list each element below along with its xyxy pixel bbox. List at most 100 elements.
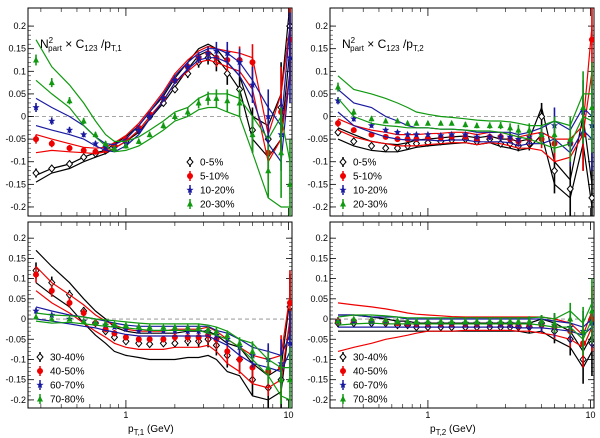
y-tick-label: -0.05 xyxy=(307,134,328,144)
data-point xyxy=(33,313,40,320)
data-point xyxy=(33,136,40,143)
legend-label: 0-5% xyxy=(200,158,223,169)
data-point xyxy=(187,200,193,207)
data-point xyxy=(135,137,142,144)
y-tick-label: 0.2 xyxy=(315,21,328,31)
data-point xyxy=(135,327,143,335)
data-layer xyxy=(32,249,292,408)
data-point xyxy=(91,139,100,147)
title-part: N xyxy=(40,37,49,51)
data-point xyxy=(350,127,357,134)
data-point xyxy=(551,319,558,326)
data-point xyxy=(66,299,73,306)
data-point xyxy=(122,142,129,149)
data-point xyxy=(286,339,292,347)
y-tick-label: 0.2 xyxy=(13,233,26,243)
title-part: T,2 xyxy=(413,44,424,53)
band-upper-line xyxy=(35,249,291,377)
band-lower-line xyxy=(35,57,291,164)
data-point xyxy=(122,325,130,333)
data-point xyxy=(550,166,559,176)
data-point xyxy=(437,119,444,126)
data-point xyxy=(159,94,168,102)
y-tick-label: 0 xyxy=(21,112,26,122)
data-point xyxy=(195,99,202,106)
data-point xyxy=(588,103,594,110)
y-tick-label: 0 xyxy=(323,112,328,122)
data-point xyxy=(184,62,192,70)
legend-label: 10-20% xyxy=(200,186,235,197)
y-tick-label: -0.15 xyxy=(5,179,26,189)
data-point xyxy=(413,119,420,126)
data-point xyxy=(48,315,55,322)
data-point xyxy=(367,121,376,129)
data-point xyxy=(159,98,168,108)
data-point xyxy=(286,53,292,61)
data-point xyxy=(437,131,445,139)
y-tick-label: -0.2 xyxy=(312,395,328,405)
panel-top-left: 0.2 0.15 0.1 0.05 0 -0.05 -0.1 -0.15 -0.2 xyxy=(5,7,293,217)
data-point xyxy=(224,331,231,338)
legend-label: 60-70% xyxy=(50,381,85,392)
y-tick-label: -0.1 xyxy=(10,157,26,167)
title-part: × C xyxy=(62,37,85,51)
data-point xyxy=(286,180,292,187)
title-part: × C xyxy=(364,37,387,51)
data-point xyxy=(413,317,420,324)
y-tick-label: -0.15 xyxy=(307,179,328,189)
data-layer xyxy=(334,278,594,384)
data-point xyxy=(80,317,87,324)
data-point xyxy=(567,315,574,322)
data-point xyxy=(567,135,574,142)
band-lower-line xyxy=(337,318,593,341)
data-point xyxy=(497,133,505,140)
data-point xyxy=(497,317,504,324)
x-tick-label: 1 xyxy=(425,410,430,420)
data-point xyxy=(265,364,272,371)
data-point xyxy=(339,352,347,362)
data-point xyxy=(36,381,44,389)
y-tick-label: 0.05 xyxy=(310,294,328,304)
x-axis-title: pT,1 (GeV) xyxy=(128,424,174,437)
data-point xyxy=(350,137,358,146)
data-point xyxy=(171,323,178,330)
data-point xyxy=(101,143,110,151)
legend-label: 30-40% xyxy=(353,353,388,364)
data-point xyxy=(382,117,389,124)
data-point xyxy=(160,336,167,343)
data-point xyxy=(394,117,401,124)
data-layer xyxy=(334,8,594,216)
data-point xyxy=(236,99,243,106)
data-point xyxy=(66,315,73,322)
title-part: part xyxy=(48,44,63,53)
data-point xyxy=(146,131,153,138)
data-point xyxy=(473,122,480,129)
data-point xyxy=(224,348,231,355)
data-point xyxy=(195,53,203,61)
data-point xyxy=(184,323,191,330)
data-point xyxy=(335,317,342,324)
y-tick-label: 0.15 xyxy=(310,253,328,263)
data-point xyxy=(424,130,432,138)
data-point xyxy=(404,136,411,143)
x-title-p: p xyxy=(128,424,134,435)
panel-top-right: 0.2 0.15 0.1 0.05 0 -0.05 -0.1 -0.15 -0.2 xyxy=(307,7,595,217)
x-tick-label: 10 xyxy=(586,410,596,420)
data-point xyxy=(213,327,220,334)
band-upper-line xyxy=(35,26,291,149)
data-point xyxy=(340,395,346,402)
data-point xyxy=(412,130,421,138)
band-upper-line xyxy=(35,39,291,162)
data-point xyxy=(448,119,455,126)
title-part: 2 xyxy=(49,36,54,45)
data-point xyxy=(448,317,455,324)
data-point xyxy=(367,318,376,326)
data-point xyxy=(486,122,493,129)
x-axis-title: pT,2 (GeV) xyxy=(430,424,476,437)
legend-label: 10-20% xyxy=(353,186,388,197)
data-point xyxy=(249,347,256,354)
data-point xyxy=(213,94,220,101)
y-tick-label: -0.05 xyxy=(5,334,26,344)
band-upper-line xyxy=(337,302,593,325)
